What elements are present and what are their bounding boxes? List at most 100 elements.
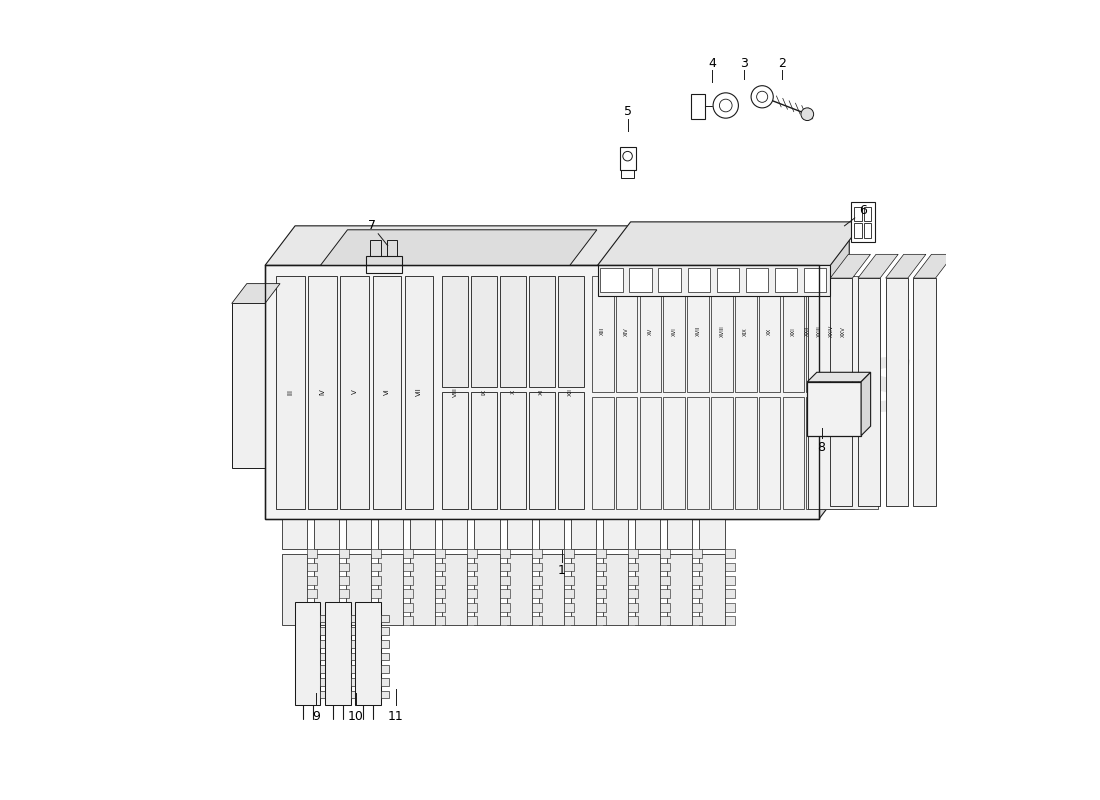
Polygon shape xyxy=(660,562,670,571)
Text: VII: VII xyxy=(416,388,422,397)
Bar xyxy=(864,207,871,221)
Polygon shape xyxy=(688,268,710,292)
Polygon shape xyxy=(282,518,307,549)
Polygon shape xyxy=(539,518,564,549)
Polygon shape xyxy=(339,549,349,558)
Polygon shape xyxy=(373,275,402,509)
Polygon shape xyxy=(499,576,509,585)
Bar xyxy=(381,627,388,635)
Bar xyxy=(351,627,359,635)
Polygon shape xyxy=(616,275,637,392)
Text: XII: XII xyxy=(568,388,573,396)
Polygon shape xyxy=(232,284,280,303)
Text: 10: 10 xyxy=(348,710,364,723)
Text: XIX: XIX xyxy=(744,327,748,336)
Polygon shape xyxy=(507,554,531,625)
Polygon shape xyxy=(858,254,899,278)
Polygon shape xyxy=(596,562,606,571)
Text: 5: 5 xyxy=(624,105,631,118)
Polygon shape xyxy=(529,275,554,387)
Polygon shape xyxy=(307,549,317,558)
Polygon shape xyxy=(808,275,854,392)
Text: XXIV: XXIV xyxy=(828,325,834,338)
Bar xyxy=(351,640,359,648)
Polygon shape xyxy=(403,549,414,558)
Text: VIII: VIII xyxy=(453,387,458,397)
Polygon shape xyxy=(436,576,446,585)
Circle shape xyxy=(713,93,738,118)
Bar xyxy=(320,690,328,698)
Polygon shape xyxy=(601,268,623,292)
Circle shape xyxy=(719,99,733,112)
Polygon shape xyxy=(830,278,852,506)
Text: 2: 2 xyxy=(778,57,785,70)
Polygon shape xyxy=(807,372,870,382)
Polygon shape xyxy=(529,392,554,509)
Circle shape xyxy=(757,91,768,102)
Polygon shape xyxy=(531,603,541,612)
Polygon shape xyxy=(660,590,670,598)
Bar xyxy=(355,602,381,705)
Polygon shape xyxy=(808,397,854,509)
Polygon shape xyxy=(639,397,661,509)
Polygon shape xyxy=(339,603,349,612)
Polygon shape xyxy=(700,554,725,625)
Polygon shape xyxy=(735,275,757,392)
Polygon shape xyxy=(597,266,830,296)
Polygon shape xyxy=(307,576,317,585)
Bar xyxy=(326,602,351,705)
Polygon shape xyxy=(531,590,541,598)
Text: IX: IX xyxy=(482,389,486,395)
Polygon shape xyxy=(913,278,935,506)
Polygon shape xyxy=(403,603,414,612)
Polygon shape xyxy=(725,616,735,625)
Polygon shape xyxy=(635,518,660,549)
Bar xyxy=(854,223,862,238)
Polygon shape xyxy=(405,275,433,509)
Polygon shape xyxy=(564,576,574,585)
Polygon shape xyxy=(774,268,798,292)
Text: XX: XX xyxy=(767,328,772,335)
Polygon shape xyxy=(596,549,606,558)
Polygon shape xyxy=(340,275,370,509)
Text: VI: VI xyxy=(384,389,389,395)
Text: XXI: XXI xyxy=(791,327,796,336)
Polygon shape xyxy=(596,576,606,585)
Polygon shape xyxy=(692,549,703,558)
Polygon shape xyxy=(592,275,614,392)
Polygon shape xyxy=(635,554,660,625)
Text: 7: 7 xyxy=(367,219,376,232)
Polygon shape xyxy=(468,616,477,625)
Polygon shape xyxy=(692,562,703,571)
Polygon shape xyxy=(596,590,606,598)
Bar xyxy=(381,690,388,698)
Polygon shape xyxy=(474,518,499,549)
Polygon shape xyxy=(436,549,446,558)
Polygon shape xyxy=(371,576,381,585)
Polygon shape xyxy=(403,590,414,598)
Polygon shape xyxy=(725,603,735,612)
Polygon shape xyxy=(403,616,414,625)
Bar xyxy=(320,653,328,661)
Polygon shape xyxy=(468,562,477,571)
Polygon shape xyxy=(442,275,469,387)
Bar xyxy=(351,678,359,686)
Bar xyxy=(807,382,861,436)
Polygon shape xyxy=(806,397,808,509)
Polygon shape xyxy=(660,549,670,558)
Text: XVI: XVI xyxy=(672,327,676,336)
Polygon shape xyxy=(725,562,735,571)
Polygon shape xyxy=(564,616,574,625)
Polygon shape xyxy=(232,303,265,468)
Bar xyxy=(371,240,381,256)
Bar xyxy=(381,614,388,622)
Polygon shape xyxy=(806,275,808,392)
Polygon shape xyxy=(820,226,849,518)
Polygon shape xyxy=(592,397,614,509)
Polygon shape xyxy=(571,518,596,549)
Polygon shape xyxy=(596,616,606,625)
Polygon shape xyxy=(668,518,692,549)
Polygon shape xyxy=(886,254,926,278)
Polygon shape xyxy=(808,397,830,509)
Polygon shape xyxy=(639,275,661,392)
